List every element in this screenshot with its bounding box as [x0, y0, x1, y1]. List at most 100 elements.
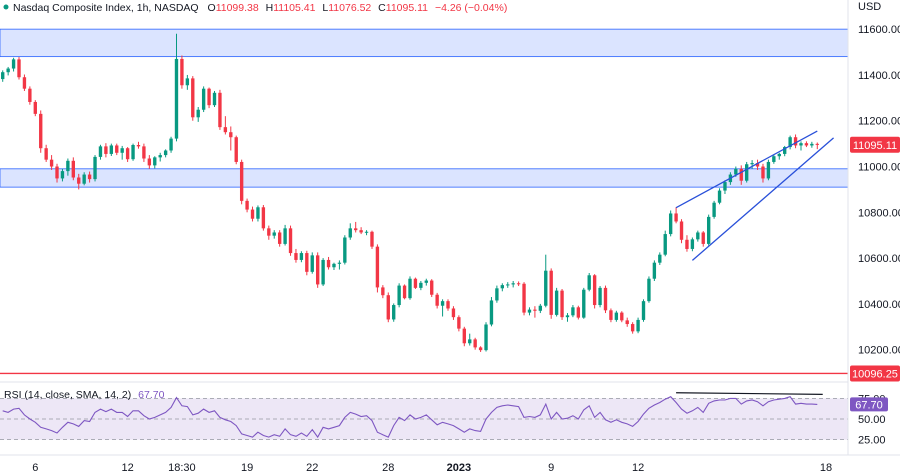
candle	[343, 235, 347, 265]
candle	[668, 210, 673, 237]
candle	[630, 322, 635, 334]
candle	[592, 274, 597, 309]
candle	[261, 204, 266, 231]
candle	[272, 230, 276, 239]
candle-body	[516, 283, 521, 285]
candle-body	[256, 207, 260, 219]
candle-body	[267, 228, 271, 236]
rsi-legend[interactable]: RSI (14, close, SMA, 14, 2) 67.70	[4, 389, 165, 401]
symbol-legend[interactable]: Nasdaq Composite Index, 1h, NASDAQ O1109…	[3, 2, 508, 14]
candle-body	[174, 58, 179, 139]
candle-body	[478, 347, 483, 351]
candle-body	[755, 163, 760, 167]
rsi-legend-value: 67.70	[138, 389, 164, 401]
candle-body	[592, 275, 597, 306]
rsi-pane	[0, 392, 848, 441]
candle-body	[33, 101, 37, 114]
candle-body	[343, 237, 347, 263]
candle	[745, 161, 749, 183]
candle	[315, 252, 320, 288]
candle-body	[761, 166, 765, 179]
candle	[131, 143, 135, 161]
candle-body	[218, 92, 222, 128]
candle-body	[603, 287, 608, 311]
candle	[538, 303, 543, 314]
candle-body	[587, 275, 591, 290]
low-value: 11076.52	[328, 2, 371, 14]
candle	[174, 33, 179, 142]
candle	[77, 173, 81, 190]
candle	[609, 308, 613, 323]
currency-label: USD	[858, 1, 881, 13]
candle	[793, 134, 798, 149]
price-axis[interactable]: 11600.00 11400.00 11200.00 11000.00 10800.00…	[858, 24, 900, 446]
candle	[679, 219, 684, 244]
candle-body	[55, 166, 59, 179]
price-tick-label: 11000.00	[858, 162, 900, 174]
candle	[288, 225, 293, 256]
candle-body	[717, 190, 722, 203]
candle	[191, 76, 195, 121]
candle	[44, 144, 48, 162]
candle	[163, 149, 168, 158]
candle	[598, 286, 602, 308]
candle	[87, 171, 92, 183]
time-tick-label: 28	[382, 462, 394, 474]
candle-body	[815, 143, 819, 145]
candle-body	[484, 324, 488, 351]
candle-body	[468, 339, 472, 344]
support-zone[interactable]	[0, 168, 849, 188]
candle	[468, 333, 472, 346]
candle-body	[462, 328, 466, 344]
candle	[777, 152, 781, 160]
time-tick-label: 12	[632, 462, 644, 474]
wedge-lower-line[interactable]	[691, 137, 835, 261]
candle-body	[392, 305, 396, 320]
candle	[28, 86, 32, 105]
candle	[783, 145, 787, 157]
time-axis[interactable]: 6 12 18:30 19 22 28 2023 9 12 18	[32, 462, 832, 474]
candle	[283, 224, 287, 246]
wedge-upper-line[interactable]	[675, 130, 818, 209]
candle-body	[229, 132, 233, 138]
candle-body	[750, 163, 754, 165]
candle	[723, 180, 727, 194]
candle-body	[527, 309, 532, 313]
candle-body	[620, 312, 624, 321]
candle-body	[136, 145, 141, 147]
candle-body	[234, 137, 238, 162]
candle	[620, 311, 624, 323]
candle-body	[310, 255, 314, 272]
candle	[66, 158, 70, 176]
change-value: −4.26 (−0.04%)	[435, 2, 507, 14]
candle	[250, 206, 255, 222]
candle-body	[408, 278, 412, 299]
time-tick-label: 2023	[447, 462, 471, 474]
candle	[392, 303, 396, 322]
rsi-divergence-line[interactable]	[676, 392, 823, 395]
candle	[565, 313, 570, 322]
candle-body	[66, 160, 70, 172]
resistance-zone[interactable]	[0, 28, 849, 58]
candle-body	[180, 58, 184, 86]
candle-body	[712, 202, 716, 217]
candle-body	[473, 339, 477, 348]
candle	[587, 272, 591, 292]
candle-body	[554, 290, 559, 315]
candle-body	[169, 138, 173, 151]
high-value: 11105.41	[273, 2, 315, 14]
time-tick-label: 12	[121, 462, 133, 474]
candle-body	[614, 312, 619, 320]
candle	[424, 278, 428, 286]
candle-body	[223, 127, 228, 133]
candle-body	[598, 287, 602, 306]
candle	[484, 322, 488, 352]
candle-body	[495, 288, 499, 301]
time-tick-label: 9	[548, 462, 554, 474]
candle-body	[60, 171, 65, 179]
rsi-line	[2, 396, 818, 439]
candle	[451, 306, 456, 320]
candle	[115, 143, 119, 156]
candle-body	[370, 231, 374, 247]
